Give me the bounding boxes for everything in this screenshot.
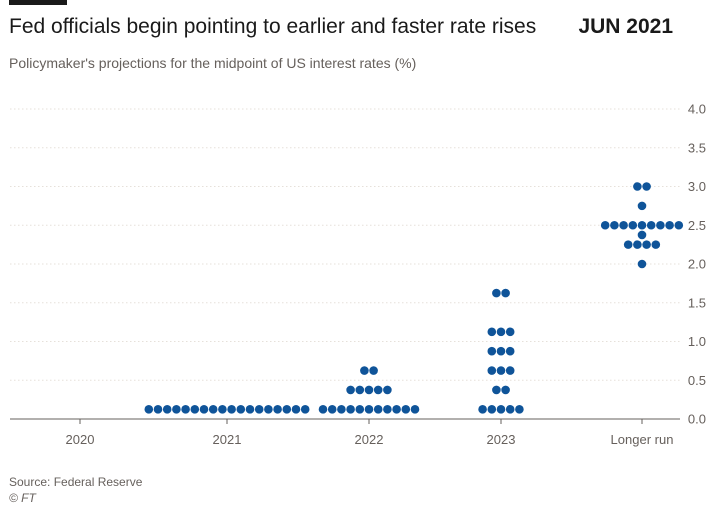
projection-dot (505, 366, 515, 375)
grid-layer (10, 108, 680, 424)
y-tick-label: 3.5 (688, 140, 706, 155)
projection-dot (199, 405, 209, 414)
x-tick-label: 2021 (213, 432, 242, 447)
projection-dot (637, 201, 647, 211)
projection-dot (492, 288, 501, 298)
y-tick-labels: 0.0 0.5 1.0 1.5 2.0 2.5 3.0 3.5 4.0 (688, 102, 706, 427)
projection-dot (501, 288, 510, 298)
projection-dot (487, 405, 497, 414)
projection-dot (172, 405, 181, 414)
projection-dot (501, 385, 510, 395)
projection-dot (619, 220, 628, 230)
projection-dot (291, 405, 301, 414)
projection-dot (633, 182, 642, 191)
projection-dot (346, 405, 355, 414)
x-tick-label: 2020 (66, 432, 95, 447)
projection-dot (637, 230, 647, 240)
projection-dot (162, 405, 172, 414)
source-note: Source: Federal Reserve (9, 475, 143, 489)
projection-dot (600, 220, 610, 230)
projection-dot (637, 259, 647, 269)
projection-dot (383, 385, 392, 395)
x-tick-labels: 2020 2021 2022 2023 Longer run (66, 432, 674, 447)
x-tick-label: 2022 (355, 432, 384, 447)
projection-dot (327, 405, 337, 414)
x-tick-label: 2023 (487, 432, 516, 447)
projection-dot (674, 220, 684, 230)
y-tick-label: 3.0 (688, 179, 706, 194)
projection-dot (300, 405, 310, 414)
projection-dot (369, 366, 378, 375)
projection-dot (401, 405, 411, 414)
projection-dot (337, 405, 346, 414)
projection-dot (628, 220, 638, 230)
projection-dot (208, 405, 218, 414)
projection-dot (496, 327, 506, 337)
projection-dot (637, 220, 647, 230)
x-tick-label: Longer run (611, 432, 674, 447)
projection-dot (273, 405, 282, 414)
projection-dot (318, 405, 328, 414)
projection-dot (505, 327, 515, 337)
projection-dot (190, 405, 200, 414)
projection-dot (264, 405, 273, 414)
dots-layer (144, 182, 684, 414)
y-tick-label: 1.0 (688, 334, 706, 349)
date-badge: JUN 2021 (578, 15, 673, 38)
y-tick-label: 4.0 (688, 102, 706, 117)
projection-dot (153, 405, 163, 414)
projection-dot (633, 240, 642, 249)
projection-dot (373, 385, 383, 395)
projection-dot (355, 385, 365, 395)
projection-dot (282, 405, 292, 414)
projection-dot (144, 405, 154, 414)
projection-dot (355, 405, 365, 414)
projection-dot (478, 405, 487, 414)
chart-title: Fed officials begin pointing to earlier … (9, 15, 537, 38)
y-tick-label: 1.5 (688, 295, 706, 310)
projection-dot (496, 366, 506, 375)
projection-dot (245, 405, 255, 414)
projection-dot (665, 220, 674, 230)
projection-dot (646, 220, 656, 230)
projection-dot (656, 220, 665, 230)
top-rule (9, 0, 67, 5)
projection-dot (492, 385, 501, 395)
projection-dot (410, 405, 420, 414)
projection-dot (227, 405, 236, 414)
chart-subtitle: Policymaker's projections for the midpoi… (9, 55, 417, 71)
y-tick-label: 2.5 (688, 218, 706, 233)
projection-dot (642, 240, 651, 249)
y-tick-label: 0.5 (688, 373, 706, 388)
projection-dot (487, 366, 497, 375)
projection-dot (218, 405, 227, 414)
projection-dot (364, 405, 374, 414)
projection-dot (496, 346, 506, 356)
projection-dot (623, 240, 633, 249)
projection-dot (360, 366, 369, 375)
y-tick-label: 2.0 (688, 257, 706, 272)
projection-dot (487, 346, 497, 356)
projection-dot (651, 240, 661, 249)
ft-credit: © FT (9, 491, 36, 505)
projection-dot (496, 405, 506, 414)
projection-dot (487, 327, 497, 337)
projection-dot (610, 220, 619, 230)
projection-dot (642, 182, 651, 191)
projection-dot (364, 385, 374, 395)
projection-dot (346, 385, 355, 395)
projection-dot (181, 405, 190, 414)
y-tick-label: 0.0 (688, 412, 706, 427)
projection-dot (236, 405, 246, 414)
projection-dot (392, 405, 401, 414)
projection-dot (254, 405, 264, 414)
projection-dot (383, 405, 392, 414)
projection-dot (505, 346, 515, 356)
projection-dot (373, 405, 383, 414)
projection-dot (515, 405, 524, 414)
projection-dot (505, 405, 515, 414)
